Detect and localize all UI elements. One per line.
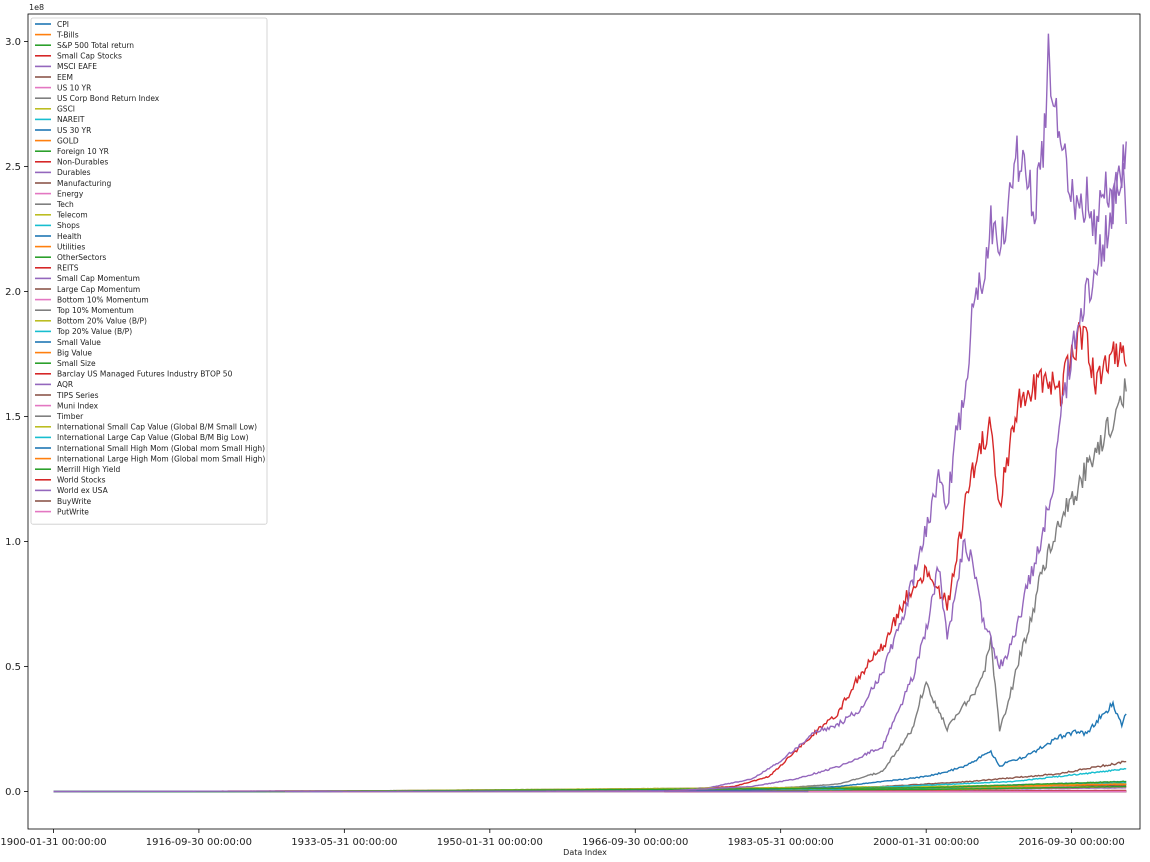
x-axis: 1900-01-31 00:00:00 1916-09-30 00:00:00 19… xyxy=(0,829,1125,848)
legend-entry: International Large Cap Value (Global B/… xyxy=(57,433,249,442)
legend-entry: US Corp Bond Return Index xyxy=(57,94,160,103)
x-tick-label: 2000-01-31 00:00:00 xyxy=(873,837,979,848)
legend-entry: Tech xyxy=(56,200,74,209)
legend-entry: Shops xyxy=(57,221,80,230)
series-line xyxy=(284,378,1127,793)
x-tick-label: 1916-09-30 00:00:00 xyxy=(146,837,252,848)
legend-entry: Small Cap Momentum xyxy=(57,274,140,283)
legend-entry: Durables xyxy=(57,168,91,177)
legend-box xyxy=(30,17,268,525)
legend-entry: Foreign 10 YR xyxy=(57,147,109,156)
y-tick-label: 2.5 xyxy=(5,162,21,173)
legend-entry: International Large High Mom (Global mom… xyxy=(57,454,265,463)
legend-entry: World Stocks xyxy=(57,476,106,485)
series-line xyxy=(284,141,1127,793)
legend-entry: Barclay US Managed Futures Industry BTOP… xyxy=(57,370,233,379)
y-tick-label: 1.5 xyxy=(5,412,21,423)
legend-entry: Telecom xyxy=(56,211,88,220)
legend-entry: EEM xyxy=(57,73,73,82)
y-axis: 0.0 0.5 1.0 1.5 2.0 2.5 3.0 xyxy=(5,37,28,798)
x-tick-label: 1950-01-31 00:00:00 xyxy=(437,837,543,848)
x-tick-label: 2016-09-30 00:00:00 xyxy=(1019,837,1125,848)
legend-entry: Merrill High Yield xyxy=(57,465,120,474)
y-tick-label: 0.5 xyxy=(5,662,21,673)
x-tick-label: 1966-09-30 00:00:00 xyxy=(582,837,688,848)
legend-entry: OtherSectors xyxy=(57,253,106,262)
legend-entry: International Small Cap Value (Global B/… xyxy=(57,423,257,432)
legend-entry: International Small High Mom (Global mom… xyxy=(57,444,265,453)
legend-entry: T-Bills xyxy=(56,30,79,39)
legend-entry: TIPS Series xyxy=(56,391,99,400)
x-tick-label: 1983-05-31 00:00:00 xyxy=(728,837,834,848)
x-tick-label: 1900-01-31 00:00:00 xyxy=(0,837,106,848)
legend-entry: NAREIT xyxy=(57,115,85,124)
legend-entry: CPI xyxy=(57,20,69,29)
legend-entry: Utilities xyxy=(57,242,85,251)
legend-entry: BuyWrite xyxy=(57,497,92,506)
x-tick-label: 1933-05-31 00:00:00 xyxy=(291,837,397,848)
legend-entry: S&P 500 Total return xyxy=(57,41,134,50)
legend-entry: Bottom 10% Momentum xyxy=(57,295,149,304)
legend-entry: Top 10% Momentum xyxy=(56,306,134,315)
legend-entry: Bottom 20% Value (B/P) xyxy=(57,317,147,326)
y-tick-label: 2.0 xyxy=(5,287,21,298)
legend-entry: Big Value xyxy=(57,348,92,357)
legend-entry: PutWrite xyxy=(57,507,89,516)
legend-entry: Manufacturing xyxy=(57,179,112,188)
legend-entry: Small Value xyxy=(57,338,101,347)
y-tick-label: 3.0 xyxy=(5,37,21,48)
legend-entry: Muni Index xyxy=(57,401,99,410)
legend-entry: Small Cap Stocks xyxy=(57,52,122,61)
legend-entry: MSCI EAFE xyxy=(57,62,97,71)
legend-entry: Small Size xyxy=(57,359,96,368)
legend-entry: World ex USA xyxy=(57,486,109,495)
plot-frame xyxy=(27,13,1141,830)
legend-entry: GSCI xyxy=(57,105,75,114)
y-scale-label: 1e8 xyxy=(29,3,44,12)
series-layer xyxy=(53,33,1127,793)
legend-entry: Large Cap Momentum xyxy=(57,285,140,294)
legend-entry: Timber xyxy=(56,412,84,421)
legend-entry: US 30 YR xyxy=(57,126,91,135)
legend-entry: GOLD xyxy=(57,136,79,145)
y-tick-label: 0.0 xyxy=(5,787,21,798)
legend-entry: US 10 YR xyxy=(57,83,91,92)
legend-entry: Health xyxy=(57,232,82,241)
legend-entry: Non-Durables xyxy=(57,158,108,167)
y-tick-label: 1.0 xyxy=(5,537,21,548)
legend-entry: Energy xyxy=(57,189,84,198)
x-axis-label: Data Index xyxy=(563,848,607,857)
legend-entry: AQR xyxy=(57,380,73,389)
legend-entry: REITS xyxy=(57,264,79,273)
legend-entry: Top 20% Value (B/P) xyxy=(56,327,132,336)
